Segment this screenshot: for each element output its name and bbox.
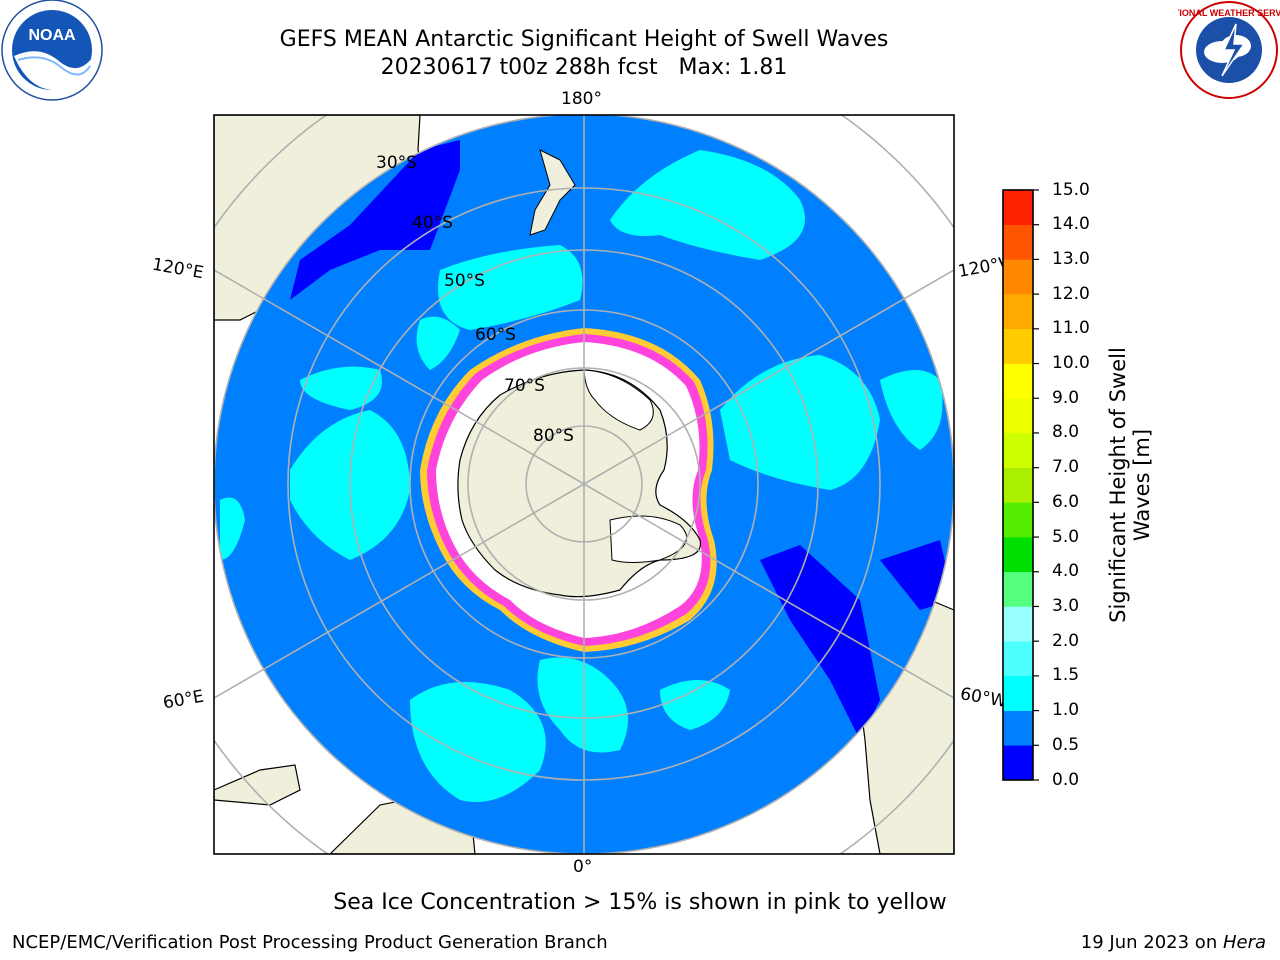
land-new-zealand <box>529 149 576 236</box>
colorbar-tick-label: 9.0 <box>1052 387 1080 408</box>
footer-date-text: 19 Jun 2023 on <box>1080 932 1223 953</box>
colorbar-cell <box>1003 363 1033 399</box>
colorbar-cell <box>1003 502 1033 538</box>
map-subtitle: 20230617 t00z 288h fcst Max: 1.81 <box>380 55 788 80</box>
parallel-label-30s: 30°S <box>376 153 417 173</box>
colorbar-cell <box>1003 467 1033 503</box>
nws-logo: NATIONAL WEATHER SERVICE <box>1178 1 1280 99</box>
land-madagascar <box>214 764 301 806</box>
colorbar-tick-label: 14.0 <box>1052 214 1090 235</box>
footer-date: 19 Jun 2023 on Hera <box>1081 932 1266 953</box>
parallel-label-70s: 70°S <box>504 376 545 396</box>
parallel-label-60s: 60°S <box>475 325 516 345</box>
meridian-label-0: 0° <box>573 857 593 877</box>
colorbar-tick-label: 0.5 <box>1052 734 1080 755</box>
colorbar-tick-label: 13.0 <box>1052 248 1090 269</box>
map-frame <box>213 114 955 855</box>
colorbar-tick-label: 10.0 <box>1052 353 1090 374</box>
colorbar-cell <box>1003 710 1033 746</box>
colorbar <box>1002 189 1039 781</box>
swell-patch <box>416 316 460 370</box>
swell-patch <box>438 245 583 330</box>
swell-patch <box>660 680 730 730</box>
colorbar-tick-label: 5.0 <box>1052 526 1080 547</box>
map-title: GEFS MEAN Antarctic Significant Height o… <box>279 27 889 52</box>
colorbar-tick-label: 12.0 <box>1052 283 1090 304</box>
colorbar-tick-label: 4.0 <box>1052 561 1080 582</box>
colorbar-cell <box>1003 675 1033 711</box>
swell-patch <box>720 355 880 490</box>
swell-patch <box>220 497 245 560</box>
footer-producer: NCEP/EMC/Verification Post Processing Pr… <box>12 932 608 953</box>
colorbar-tick-label: 11.0 <box>1052 318 1090 339</box>
colorbar-tick-label: 6.0 <box>1052 491 1080 512</box>
parallel-label-40s: 40°S <box>412 213 453 233</box>
colorbar-cell <box>1003 259 1033 295</box>
nws-logo-text: NATIONAL WEATHER SERVICE <box>1178 8 1280 18</box>
colorbar-tick-label: 2.0 <box>1052 630 1080 651</box>
ice-shelf-ross <box>583 369 654 431</box>
graticule-meridians <box>214 115 954 854</box>
colorbar-cell <box>1003 641 1033 677</box>
colorbar-cell <box>1003 190 1033 226</box>
colorbar-cell <box>1003 537 1033 573</box>
colorbar-tick-label: 7.0 <box>1052 457 1080 478</box>
swell-patch <box>537 657 628 753</box>
colorbar-cell <box>1003 328 1033 364</box>
colorbar-cell <box>1003 571 1033 607</box>
colorbar-tick-label: 1.5 <box>1052 665 1080 686</box>
parallel-label-50s: 50°S <box>444 271 485 291</box>
noaa-logo-text: NOAA <box>28 27 76 44</box>
colorbar-cell <box>1003 294 1033 330</box>
colorbar-tick-label: 15.0 <box>1052 179 1090 200</box>
ice-shelf-weddell <box>609 515 688 563</box>
parallel-label-80s: 80°S <box>533 426 574 446</box>
footer-host: Hera <box>1222 932 1266 953</box>
noaa-logo: NOAA <box>1 0 103 101</box>
coastal-blue-australia <box>290 140 460 300</box>
meridian-label-180: 180° <box>561 89 602 109</box>
colorbar-tick-label: 8.0 <box>1052 422 1080 443</box>
colorbar-tick-label: 3.0 <box>1052 595 1080 616</box>
colorbar-cell <box>1003 224 1033 260</box>
colorbar-cell <box>1003 606 1033 642</box>
colorbar-cell <box>1003 398 1033 434</box>
colorbar-cell <box>1003 432 1033 468</box>
swell-patch <box>880 370 943 450</box>
swell-patch <box>610 150 805 260</box>
colorbar-tick-label: 1.0 <box>1052 700 1080 721</box>
swell-patch <box>300 366 382 410</box>
swell-patch <box>410 682 546 802</box>
colorbar-label: Significant Height of Swell Waves [m] <box>1106 347 1154 623</box>
coastal-blue-drake <box>880 540 954 610</box>
colorbar-cell <box>1003 745 1033 781</box>
sea-ice-note: Sea Ice Concentration > 15% is shown in … <box>333 890 947 915</box>
colorbar-tick-label: 0.0 <box>1052 769 1080 790</box>
